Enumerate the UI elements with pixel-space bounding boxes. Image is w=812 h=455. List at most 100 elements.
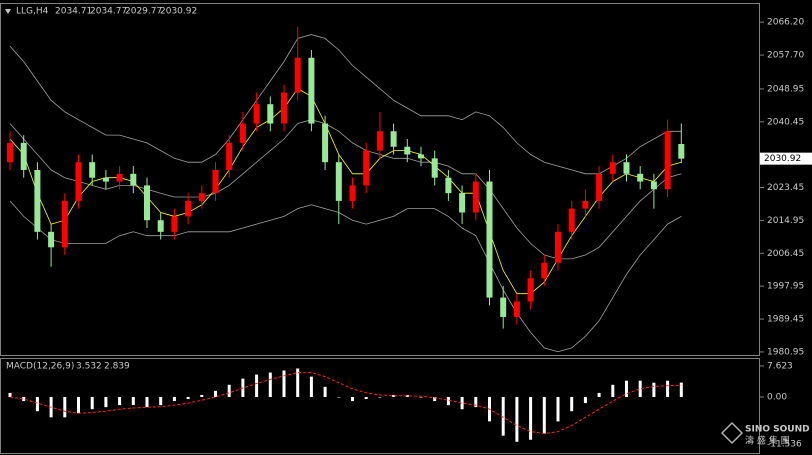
candle-body (281, 92, 287, 124)
macd-bar (104, 396, 108, 408)
indicator-line (9, 119, 682, 260)
y-tick-label: 1980.95 (767, 347, 804, 357)
macd-bar (501, 396, 505, 436)
candle-body (500, 297, 507, 317)
candle-body (48, 231, 55, 248)
y-tick-label: 1989.45 (767, 315, 804, 325)
candle-body (294, 57, 301, 93)
macd-bar (131, 396, 135, 406)
candle-body (541, 262, 548, 279)
candle-body (335, 162, 342, 201)
y-tick-label: 2023.45 (767, 183, 804, 193)
candle-body (102, 177, 109, 182)
macd-bar (351, 396, 354, 402)
candle-body (212, 169, 219, 194)
macd-bar (63, 396, 67, 418)
indicator-line (9, 34, 682, 175)
macd-bar (515, 396, 519, 442)
candle-body (390, 131, 397, 147)
y-tick-label: 2066.20 (767, 18, 804, 28)
macd-bar (597, 392, 601, 397)
brand: SINO SOUND (745, 425, 810, 435)
macd-panel-frame (0, 358, 760, 454)
candle-body (582, 200, 589, 209)
candle-body (308, 57, 315, 124)
signal-line (9, 372, 682, 435)
macd-bar (583, 396, 587, 404)
candle-body (486, 181, 493, 298)
y-tick-label: 0.00 (767, 392, 787, 402)
candle-body (20, 142, 27, 170)
macd-bar (214, 390, 217, 397)
candle-body (650, 181, 657, 190)
y-tick-label: 2048.95 (767, 84, 804, 94)
macd-bar (172, 396, 176, 402)
macd-bar (570, 396, 574, 412)
macd-bar (542, 396, 546, 434)
macd-bar (364, 396, 368, 400)
macd-bar (227, 384, 231, 397)
y-tick-label: 1997.95 (767, 282, 804, 292)
candle-body (527, 278, 534, 302)
macd-bar (22, 396, 26, 402)
candle-body (472, 181, 479, 213)
candle-body (431, 158, 438, 178)
bar-close: 2030.92 (160, 7, 197, 17)
candle-body (596, 173, 603, 201)
watermark: SINO SOUND 濤 盛 集 團 (720, 421, 810, 447)
macd-bar (625, 380, 628, 397)
candle-body (376, 131, 383, 151)
macd-bar (679, 382, 683, 397)
candle-body (171, 216, 178, 232)
candle-body (349, 185, 356, 201)
macd-bar (556, 396, 560, 422)
macd-bar (255, 374, 259, 397)
candle-body (555, 231, 561, 263)
macd-bar (446, 396, 450, 406)
macd-bar (652, 382, 656, 397)
candle-body (185, 200, 192, 217)
bar-open: 2034.71 (55, 7, 92, 17)
candle-body (34, 169, 41, 232)
bar-high: 2034.77 (90, 7, 127, 17)
macd-bar (8, 392, 12, 397)
macd-bar (666, 380, 670, 397)
candle-body (7, 142, 13, 163)
macd-bar (419, 396, 423, 398)
macd-bar (638, 380, 642, 397)
y-tick-label: 2057.70 (767, 51, 804, 61)
macd-bar (159, 396, 163, 406)
menu-arrow[interactable] (5, 9, 11, 14)
candle-body (363, 150, 370, 186)
indicator-line (9, 200, 682, 353)
symbol: LLG,H4 (16, 7, 49, 17)
y-tick-label: 2014.95 (767, 216, 804, 226)
logo (720, 421, 744, 445)
macd-value: 3.532 (76, 362, 102, 372)
macd-bar (392, 394, 396, 397)
candle-body (89, 162, 96, 178)
candle-body (418, 154, 424, 159)
price-label-bg (760, 152, 812, 165)
candle-body (75, 162, 82, 201)
candle-body (157, 220, 164, 232)
candle-body (664, 131, 671, 190)
macd-bar (529, 396, 533, 440)
candle-body (404, 146, 411, 155)
macd-bar (145, 396, 149, 408)
candle-body (116, 173, 123, 182)
macd-signal-value: 2.839 (104, 362, 130, 372)
macd-bar (282, 370, 286, 397)
candle-body (226, 142, 233, 170)
candle-body (130, 173, 137, 186)
current-price: 2030.92 (764, 154, 801, 164)
candle-body (637, 173, 644, 182)
macd-bar (90, 396, 94, 410)
macd-bar (309, 376, 313, 397)
macd-bar (460, 396, 464, 410)
y-tick-label: 2006.45 (767, 249, 804, 259)
brand-chinese: 濤 盛 集 團 (745, 435, 790, 447)
candle-body (253, 104, 260, 124)
indicator-line (9, 88, 682, 295)
macd-bar (323, 386, 327, 397)
